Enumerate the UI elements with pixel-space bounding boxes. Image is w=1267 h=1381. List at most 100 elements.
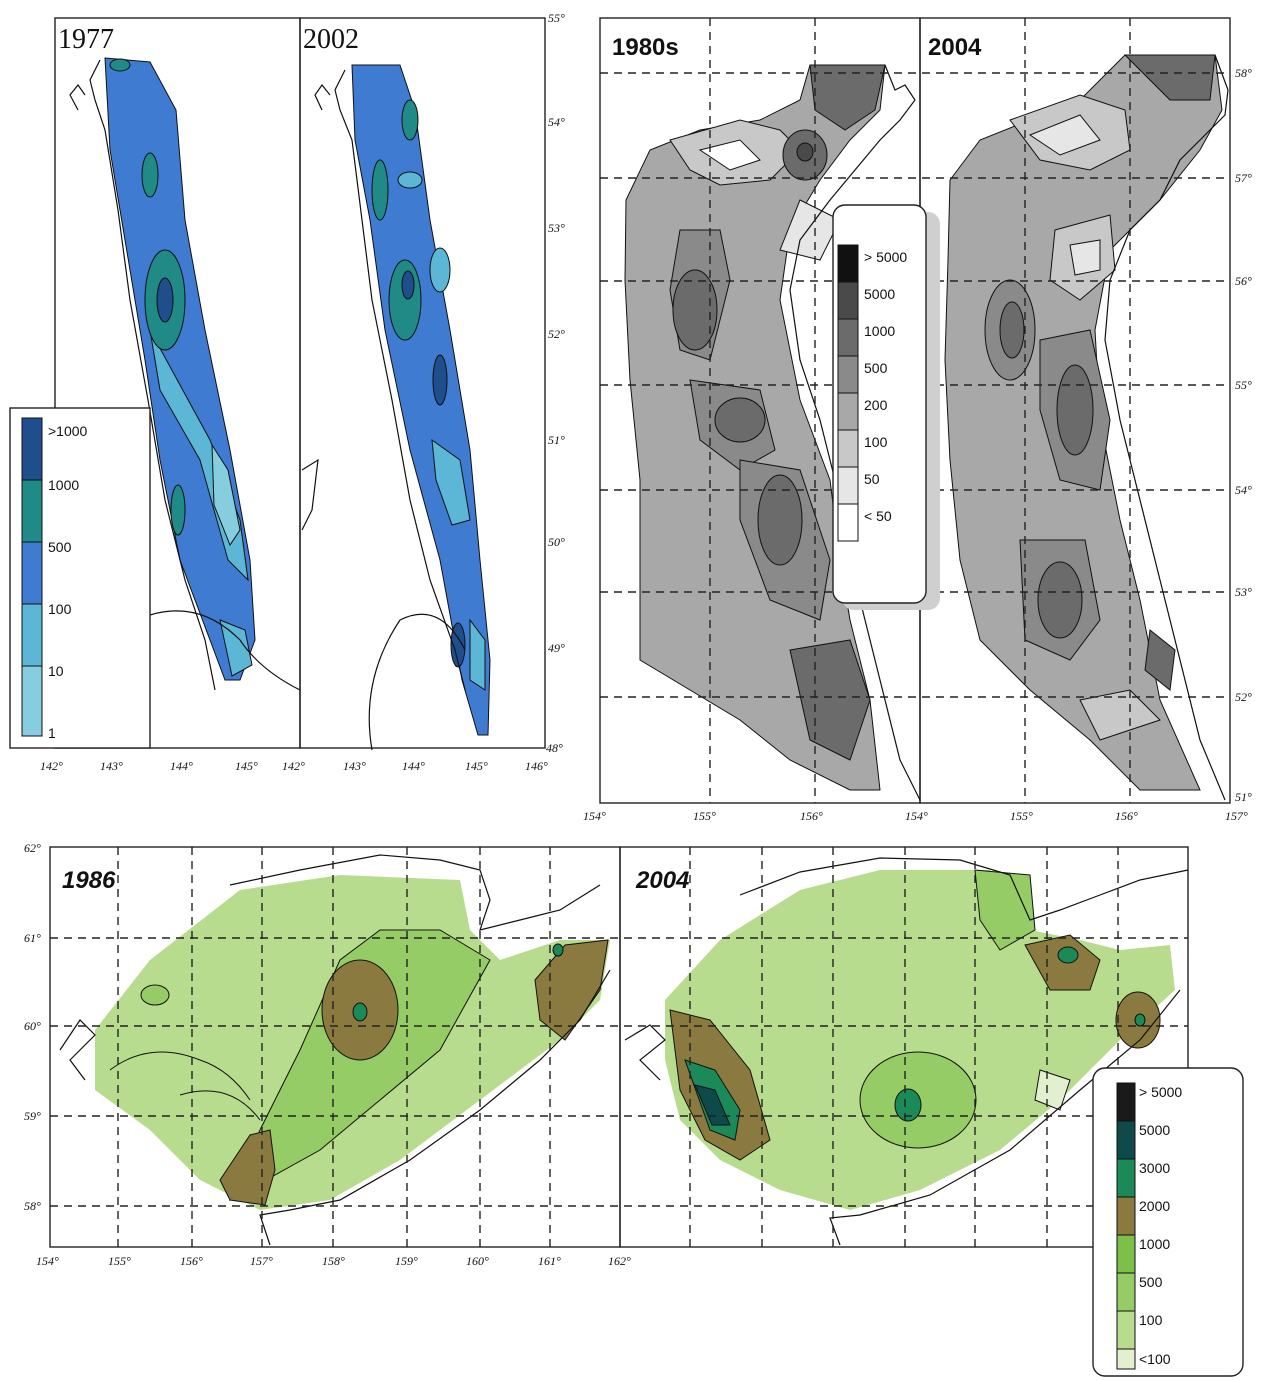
- lon-tick: 144°: [170, 759, 193, 773]
- 1977-zone-1000c: [170, 484, 186, 536]
- 1986-zone-2000c: [534, 939, 609, 1041]
- lon-tick: 157°: [250, 1254, 273, 1268]
- 1980s-zone-50b: [779, 199, 841, 261]
- 2002-strip: [351, 64, 491, 736]
- lat-tick: 56°: [1235, 274, 1252, 288]
- 1986-west-coast: [59, 1019, 96, 1081]
- legend-swatch-gt5000: [1116, 1082, 1136, 1122]
- 2002-zone-gt1000a: [401, 270, 415, 300]
- lon-tick: 161°: [538, 1254, 561, 1268]
- 2004a-zone-1000c: [1056, 364, 1094, 456]
- 2004b-zone-3000b: [894, 1088, 922, 1122]
- 1980s-zone-1000d: [714, 397, 766, 443]
- lon-tick: 156°: [180, 1254, 203, 1268]
- lon-tick: 143°: [100, 759, 123, 773]
- 2002-coast: [334, 69, 466, 691]
- legend-label: 3000: [1139, 1160, 1170, 1176]
- 1977-zone-gt1000: [156, 277, 174, 323]
- panel-2004b-frame: [619, 846, 1189, 1248]
- legend-swatch-lt100: [1116, 1348, 1136, 1370]
- 2004a-zone-50b: [1069, 239, 1101, 276]
- 2004a-zone-50a: [1028, 114, 1101, 156]
- 1980s-zone-1000a: [809, 64, 886, 131]
- shelikhov-legend-box: [1092, 1067, 1244, 1377]
- 2004a-zone-1000b: [999, 301, 1025, 359]
- 2002-bay: [368, 613, 466, 751]
- 1980s-zone-5000a: [796, 142, 814, 162]
- 1980s-coast: [789, 64, 921, 801]
- 2004a-zone-100c: [1079, 689, 1161, 741]
- 1977-zone-10b: [219, 619, 253, 677]
- 1986-east-coast: [259, 969, 611, 1246]
- lat-tick: 53°: [1235, 585, 1252, 599]
- legend-label: 2000: [1139, 1198, 1170, 1214]
- 2004b-zone-500a: [974, 869, 1036, 951]
- 1986-contour: [179, 1090, 261, 1121]
- lon-tick: 142°: [282, 759, 305, 773]
- 2004a-zone-1000d: [1037, 561, 1083, 639]
- legend-label: 200: [864, 397, 888, 413]
- lon-tick: 146°: [525, 759, 548, 773]
- panel-title-2004b: 2004: [635, 867, 689, 894]
- 2004b-zone-2000b: [1024, 934, 1101, 991]
- 2004b-zone-3000d: [1134, 1013, 1146, 1027]
- 2002-coast-detail: [314, 83, 331, 111]
- legend-swatch-200: [837, 392, 859, 431]
- 1986-zone-3000a: [352, 1002, 368, 1022]
- legend-swatch-1000: [837, 318, 859, 357]
- legend-label: 1000: [1139, 1236, 1170, 1252]
- lon-tick: 160°: [466, 1254, 489, 1268]
- legend-label: 500: [1139, 1274, 1163, 1290]
- legend-swatch-500: [21, 541, 43, 605]
- lon-tick: 144°: [402, 759, 425, 773]
- panel-title-2004a: 2004: [928, 34, 982, 61]
- lon-tick: 154°: [36, 1254, 59, 1268]
- legend-label: 1000: [48, 477, 79, 493]
- 1977-zone-1: [211, 443, 241, 547]
- legend-swatch-2000: [1116, 1196, 1136, 1236]
- panel-title-1980s: 1980s: [612, 34, 679, 61]
- kamchatka-figure: 1980s 2004 > 5000 5000 1000 500 200 100 …: [583, 17, 1252, 823]
- lon-tick: 155°: [108, 1254, 131, 1268]
- 1980s-zone-lt50: [698, 139, 761, 171]
- legend-swatch-5000: [1116, 1120, 1136, 1160]
- panel-title-2002: 2002: [303, 24, 359, 55]
- legend-label: 5000: [1139, 1122, 1170, 1138]
- 2004b-east-coast: [829, 989, 1181, 1246]
- legend-label: 100: [48, 601, 72, 617]
- 1977-zone-1000b: [141, 152, 159, 198]
- 2002-zone-1000b: [371, 159, 389, 221]
- lon-tick: 159°: [395, 1254, 418, 1268]
- 1977-bay: [149, 610, 301, 691]
- legend-swatch-50: [837, 466, 859, 505]
- legend-swatch-gt5000: [837, 244, 859, 283]
- 2004b-zone-3000c: [1057, 946, 1079, 964]
- legend-label: >1000: [48, 423, 88, 439]
- legend-swatch-100: [1116, 1310, 1136, 1350]
- lat-tick: 48°: [546, 741, 563, 755]
- lat-tick: 51°: [548, 433, 565, 447]
- legend-swatch-10: [21, 665, 43, 737]
- lat-tick: 49°: [548, 641, 565, 655]
- 1977-strip: [104, 57, 256, 681]
- 1986-zone-500b: [140, 984, 170, 1006]
- sakhalin-legend: >1000 1000 500 100 10 1: [9, 407, 151, 749]
- legend-label: > 5000: [864, 249, 907, 265]
- 2004b-zone-lt100: [1034, 1069, 1071, 1111]
- panel-2002-frame: [299, 17, 546, 749]
- lat-tick: 52°: [1235, 690, 1252, 704]
- lat-tick: 51°: [1235, 790, 1252, 804]
- lon-tick: 156°: [800, 809, 823, 823]
- legend-swatch-lt50: [837, 503, 859, 542]
- legend-swatch-500: [1116, 1272, 1136, 1312]
- shelikhov-figure: 1986 2004 > 5000 5000 3000 2000 1000 500…: [24, 841, 1244, 1377]
- legend-label: 500: [864, 360, 888, 376]
- 2002-zone-10b: [431, 438, 471, 526]
- 2002-zone-1000c: [388, 259, 422, 341]
- 1980s-zone-1000f: [789, 639, 871, 761]
- legend-label: < 50: [864, 508, 892, 524]
- sakhalin-figure: 1977 2002 >1000 1000 500 100 10 1 142° 1…: [9, 11, 565, 773]
- lat-tick: 62°: [24, 841, 41, 855]
- legend-label: 500: [48, 539, 72, 555]
- legend-label: 100: [1139, 1312, 1163, 1328]
